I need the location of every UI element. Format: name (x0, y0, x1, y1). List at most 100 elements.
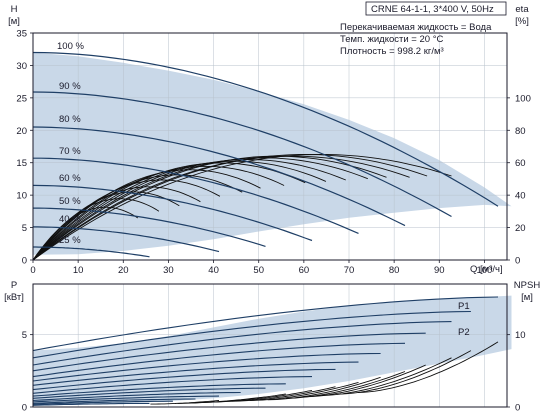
npsh-axis-label: NPSH (514, 280, 541, 291)
eta-axis-ticks: 0 20 40 60 80 100 (507, 93, 531, 267)
efficiency-curve (32, 155, 387, 261)
npsh-curve (357, 341, 499, 393)
efficiency-curve (32, 157, 368, 261)
y-tick-label: 20 (16, 126, 27, 137)
efficiency-curve (32, 206, 139, 261)
power-axis-ticks: 05 (22, 330, 33, 414)
npsh-curve (177, 396, 266, 404)
y-tick-label: 10 (16, 191, 27, 202)
npsh-axis-unit: [м] (521, 292, 533, 303)
head-curve (32, 184, 313, 242)
y2-tick-label: 20 (515, 223, 526, 234)
y2-tick-label: 80 (515, 126, 526, 137)
operating-range-fill (33, 52, 512, 255)
x-tick-label: 100 (476, 265, 492, 276)
npsh-curve (303, 364, 426, 398)
speed-label: 100 % (57, 41, 84, 52)
x-tick-label: 40 (208, 265, 219, 276)
efficiency-curves (32, 154, 452, 261)
eta-axis-unit: [%] (515, 16, 529, 27)
pump-info-box: CRNE 64-1-1, 3*400 V, 50Hz Перекачиваема… (340, 1, 507, 57)
y2-tick-label: 0 (515, 403, 520, 414)
npsh-curve (249, 381, 359, 401)
y2-tick-label: 10 (515, 330, 526, 341)
npsh-curve (150, 400, 220, 405)
y2-tick-label: 40 (515, 191, 526, 202)
head-curve (32, 51, 499, 207)
flow-axis-label: Q [м³/ч] (470, 264, 503, 275)
y-tick-label: 35 (16, 29, 27, 40)
y-tick-label: 15 (16, 158, 27, 169)
y-tick-label: 5 (22, 223, 27, 234)
x-tick-label: 50 (253, 265, 264, 276)
power-curve (32, 342, 406, 378)
power-plot-frame (32, 283, 508, 408)
x-tick-label: 20 (118, 265, 129, 276)
efficiency-curve (32, 174, 243, 261)
speed-label: 40 % (59, 214, 81, 225)
power-curve (32, 376, 313, 394)
flow-axis-ticks: 0 10 20 30 40 50 60 70 80 90 100 (30, 260, 492, 276)
series-label-p2: P2 (458, 327, 470, 338)
series-label-p1: P1 (458, 301, 470, 312)
power-curve (32, 368, 336, 391)
power-curve (32, 398, 196, 404)
x-tick-label: 80 (389, 265, 400, 276)
head-curve (32, 91, 452, 218)
head-curves (32, 51, 499, 258)
y2-tick-label: 100 (515, 93, 531, 104)
power-curve (32, 310, 471, 359)
info-line-liquid: Перекачиваемая жидкость = Вода (340, 22, 492, 33)
power-npsh-chart: 05 0 10 P [кВт] NPSH [м] P1 P2 (4, 280, 540, 414)
power-curve (32, 321, 452, 366)
head-curve (32, 126, 406, 227)
npsh-curve (285, 371, 406, 399)
power-curve (32, 400, 173, 405)
title-box (365, 1, 507, 16)
speed-label: 70 % (59, 146, 81, 157)
y2-tick-label: 60 (515, 158, 526, 169)
npsh-curve (231, 386, 336, 402)
speed-label: 90 % (59, 81, 81, 92)
info-line-temperature: Темп. жидкости = 20 °C (340, 34, 443, 45)
y2-tick-label: 0 (515, 256, 520, 267)
power-curve (32, 332, 426, 372)
power-axis-label: P (11, 280, 17, 291)
power-curve (32, 361, 359, 386)
info-line-density: Плотность = 998.2 кг/м³ (340, 46, 444, 57)
npsh-curve (267, 376, 381, 401)
head-curve (33, 157, 359, 234)
head-curve (33, 226, 220, 253)
power-curve (32, 395, 220, 403)
power-curve (32, 296, 499, 352)
head-curve (33, 207, 266, 247)
head-axis-unit: [м] (8, 16, 20, 27)
chart-title: CRNE 64-1-1, 3*400 V, 50Hz (371, 4, 494, 15)
speed-label: 50 % (59, 196, 81, 207)
speed-label: 25 % (59, 235, 81, 246)
y-tick-label: 0 (22, 256, 27, 267)
speed-label: 60 % (59, 173, 81, 184)
head-axis-label: H (11, 4, 18, 15)
x-tick-label: 30 (163, 265, 174, 276)
head-curve (33, 246, 150, 258)
x-tick-label: 70 (344, 265, 355, 276)
y-tick-label: 25 (16, 93, 27, 104)
speed-label: 80 % (59, 114, 81, 125)
efficiency-curve (32, 155, 410, 261)
power-curve (32, 352, 381, 382)
speed-labels: 100 % 90 % 80 % 70 % 60 % 50 % 40 % 25 % (57, 41, 84, 246)
power-axis-unit: [кВт] (4, 292, 24, 303)
y-tick-label: 5 (22, 330, 27, 341)
npsh-curve (339, 350, 472, 395)
npsh-axis-ticks: 0 10 (507, 330, 526, 414)
head-axis-ticks: 0 5 10 15 20 25 30 35 (16, 29, 33, 267)
npsh-curve (321, 357, 452, 396)
head-efficiency-chart: 100 % 90 % 80 % 70 % 60 % 50 % 40 % 25 % 0 10 20 3… (8, 1, 531, 276)
power-curve (32, 402, 150, 406)
operating-range-band (33, 52, 512, 255)
power-curve (32, 391, 241, 402)
efficiency-curve (32, 154, 452, 261)
efficiency-curve (32, 186, 201, 261)
